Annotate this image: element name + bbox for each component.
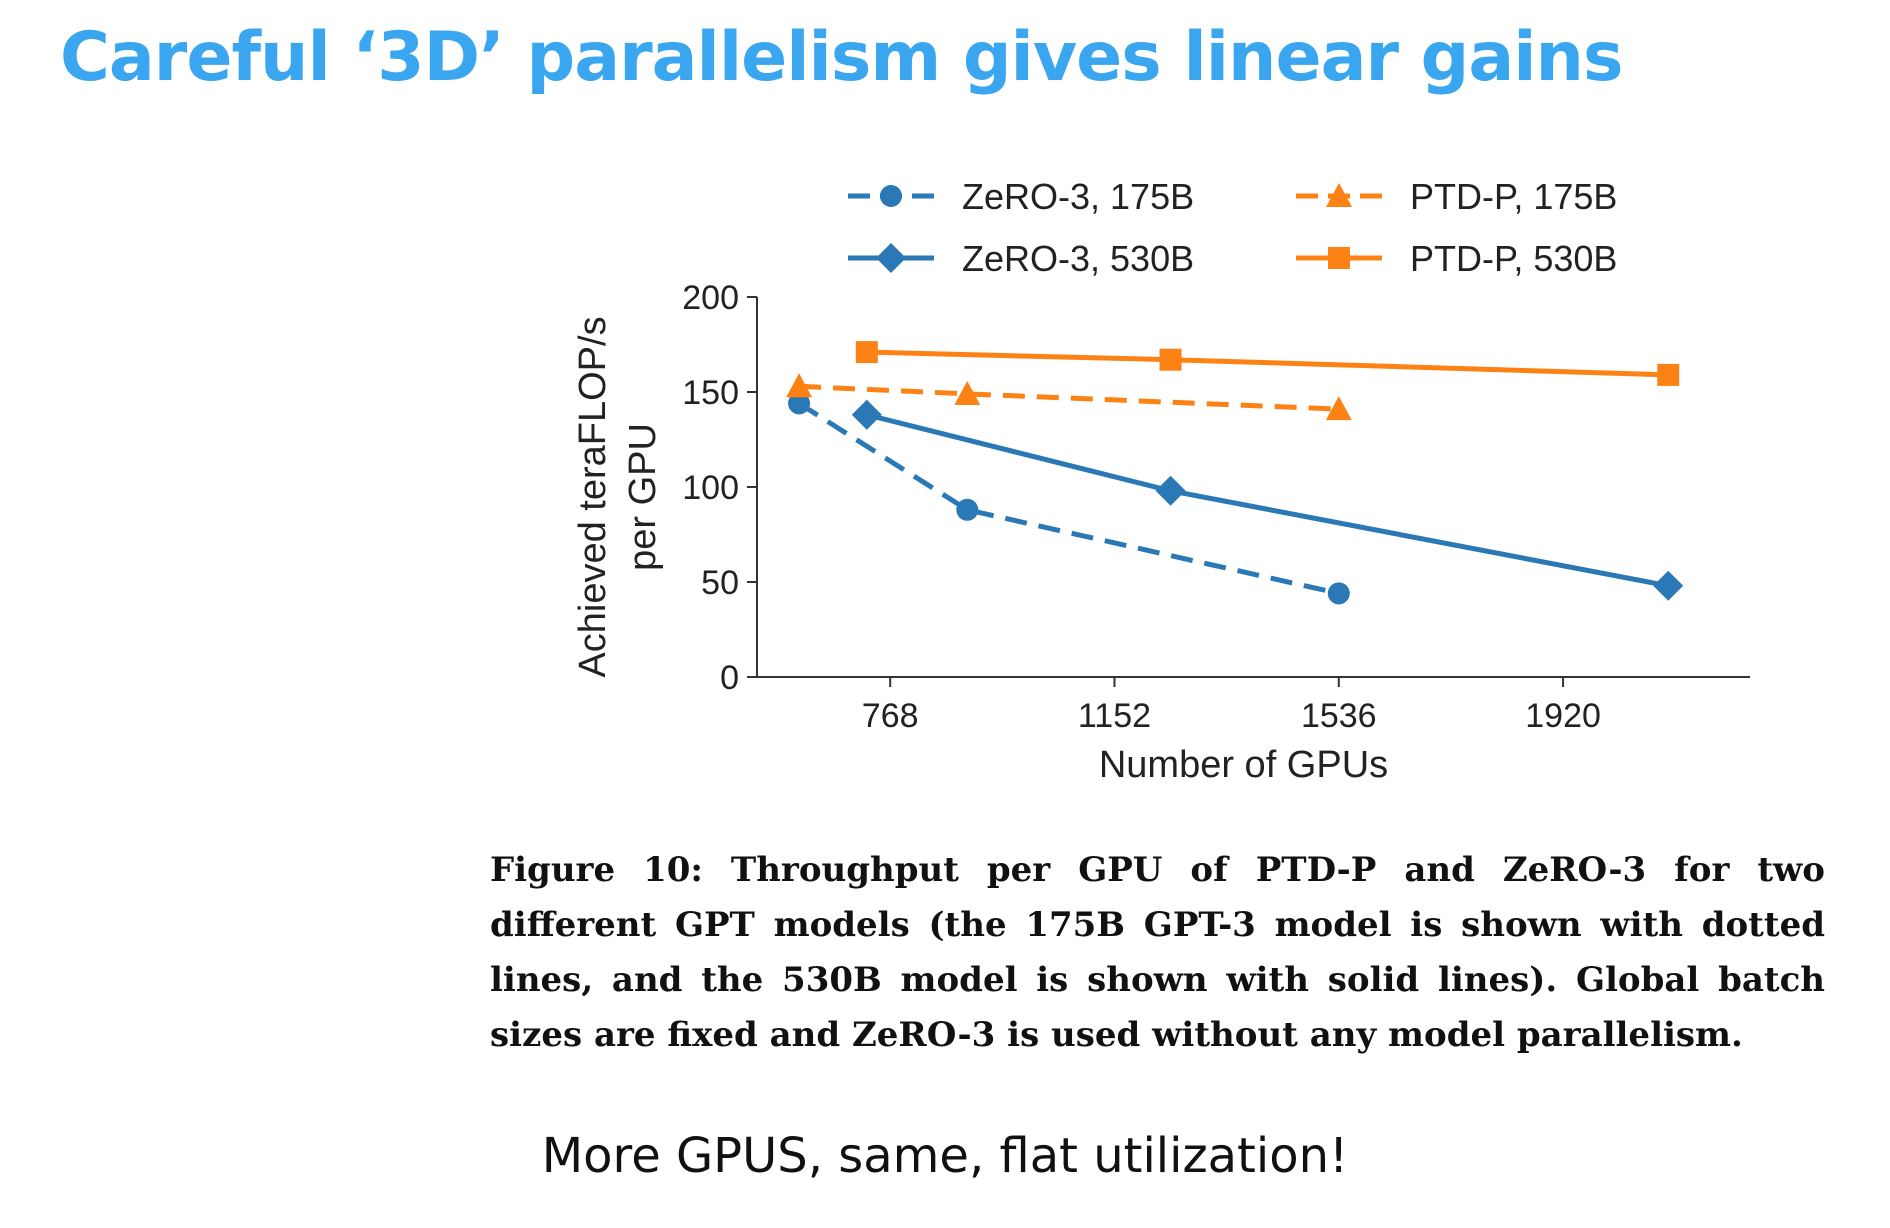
- legend-label: ZeRO-3, 530B: [962, 238, 1194, 279]
- series-line: [866, 349, 1669, 378]
- data-point: [956, 498, 979, 521]
- x-axis-label: Number of GPUs: [1099, 744, 1388, 786]
- slide-title: Careful ‘3D’ parallelism gives linear ga…: [60, 18, 1623, 97]
- series-line: [866, 412, 1669, 589]
- legend-marker: [880, 185, 902, 207]
- legend-label: PTD-P, 530B: [1410, 238, 1617, 279]
- x-tick-label: 1920: [1525, 697, 1601, 735]
- data-point: [851, 399, 882, 430]
- y-axis-label-line: Achieved teraFLOP/s: [572, 316, 614, 677]
- takeaway-text: More GPUS, same, flat utilization!: [541, 1128, 1349, 1184]
- data-point: [1327, 582, 1350, 605]
- data-point: [855, 341, 878, 364]
- chart-axes: 0 50 100 150 200 768 1152 1536 1920 Number of GPU…: [572, 279, 1750, 786]
- data-point: [954, 380, 981, 405]
- figure-caption: Figure 10: Throughput per GPU of PTD-P a…: [490, 850, 1825, 1055]
- data-point: [1159, 348, 1182, 371]
- data-point: [1155, 475, 1186, 506]
- y-tick-label: 100: [682, 469, 739, 507]
- y-tick-label: 0: [720, 659, 739, 697]
- series-line: [798, 383, 1339, 412]
- chart-legend: ZeRO-3, 175B PTD-P, 175B ZeRO-3, 530B PTD-P…: [848, 176, 1617, 279]
- data-point: [786, 373, 813, 398]
- legend-marker: [876, 243, 906, 273]
- y-tick-label: 200: [682, 279, 739, 317]
- x-tick-label: 1152: [1078, 697, 1151, 735]
- x-tick-label: 768: [862, 697, 919, 735]
- data-point: [1653, 570, 1684, 601]
- data-point: [1325, 396, 1352, 421]
- throughput-chart: ZeRO-3, 175B PTD-P, 175B ZeRO-3, 530B PTD-P…: [572, 176, 1750, 786]
- y-tick-label: 50: [701, 564, 739, 602]
- y-tick-label: 150: [682, 374, 739, 412]
- legend-marker: [1328, 247, 1350, 269]
- legend-label: PTD-P, 175B: [1410, 176, 1617, 217]
- chart-series: [786, 341, 1684, 605]
- data-point: [788, 392, 811, 415]
- data-point: [1657, 363, 1680, 386]
- x-tick-label: 1536: [1301, 697, 1377, 735]
- series-line: [797, 401, 1340, 596]
- legend-label: ZeRO-3, 175B: [962, 176, 1194, 217]
- y-axis-label-line: per GPU: [622, 423, 664, 571]
- legend-marker: [1326, 183, 1352, 208]
